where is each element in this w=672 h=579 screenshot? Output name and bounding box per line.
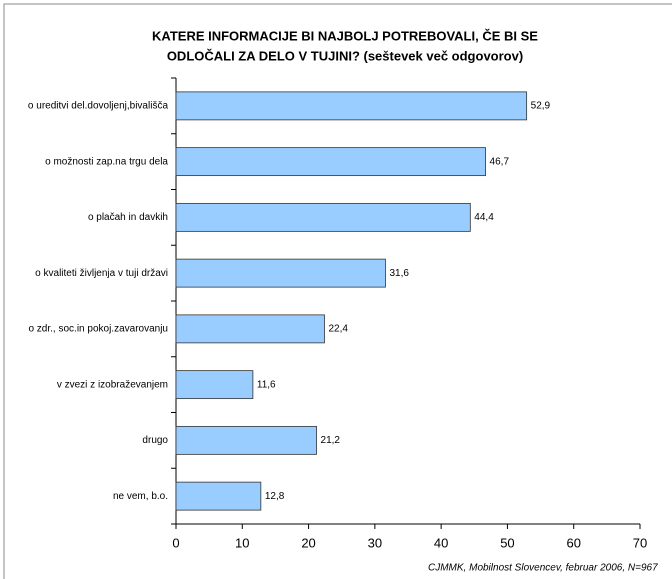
bar: [175, 314, 325, 344]
value-label: 21,2: [321, 435, 341, 446]
value-label: 12,8: [265, 491, 285, 502]
y-tick-label: ne vem, b.o.: [113, 491, 168, 502]
bar: [175, 425, 317, 455]
y-tick-label: v zvezi z izobraževanjem: [57, 379, 168, 390]
value-label: 46,7: [490, 156, 510, 167]
chart-frame: [3, 3, 672, 579]
y-tick-label: drugo: [142, 435, 168, 446]
bar: [175, 258, 386, 288]
x-tick-label: 20: [301, 535, 315, 550]
chart-title: KATERE INFORMACIJE BI NAJBOLJ POTREBOVAL…: [152, 28, 538, 43]
x-tick-label: 30: [368, 535, 382, 550]
value-label: 52,9: [531, 101, 551, 112]
x-tick-label: 50: [500, 535, 514, 550]
bar: [175, 481, 262, 511]
value-label: 31,6: [389, 268, 409, 279]
value-label: 44,4: [474, 212, 494, 223]
y-tick-label: o zdr., soc.in pokoj.zavarovanju: [28, 324, 168, 335]
y-tick-label: o kvaliteti življenja v tuji državi: [35, 268, 168, 279]
value-label: 11,6: [257, 379, 276, 390]
bar: [175, 147, 486, 177]
bar: [175, 91, 528, 121]
bar: [175, 370, 254, 400]
y-tick-label: o ureditvi del.dovoljenj,bivališča: [28, 101, 169, 112]
bar: [175, 202, 471, 232]
x-tick-label: 10: [235, 535, 249, 550]
x-tick-label: 0: [172, 535, 179, 550]
y-tick-label: o plačah in davkih: [88, 212, 168, 223]
chart-title: ODLOČALI ZA DELO V TUJINI? (seštevek več…: [167, 48, 523, 63]
x-tick-label: 60: [566, 535, 580, 550]
x-tick-label: 40: [434, 535, 448, 550]
value-label: 22,4: [328, 324, 348, 335]
x-tick-label: 70: [633, 535, 647, 550]
source-note: CJMMK, Mobilnost Slovencev, februar 2006…: [428, 563, 658, 574]
y-tick-label: o možnosti zap.na trgu dela: [45, 156, 168, 167]
